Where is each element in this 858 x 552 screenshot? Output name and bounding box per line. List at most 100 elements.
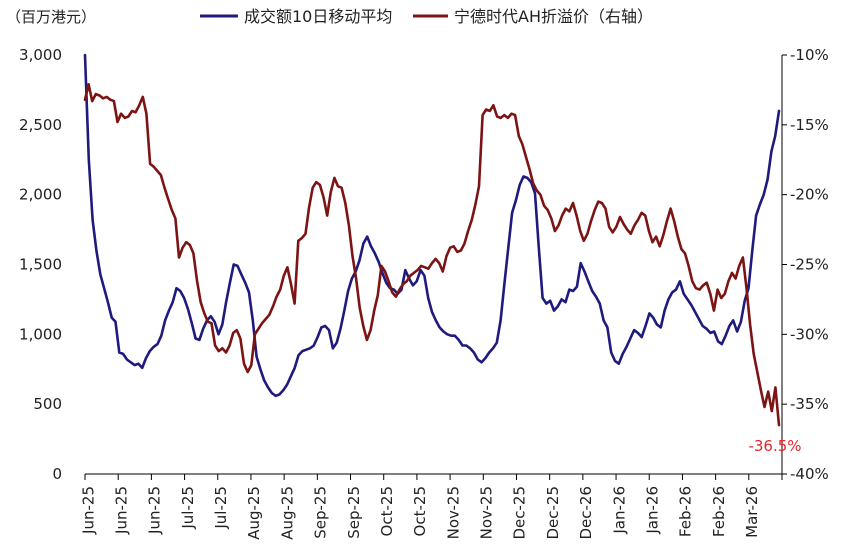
- premium-point: [98, 94, 101, 97]
- premium-point: [670, 208, 672, 210]
- turnover-point: [770, 150, 773, 152]
- turnover-point: [446, 333, 448, 335]
- turnover-point: [221, 324, 223, 326]
- turnover-point: [763, 194, 765, 196]
- premium-point: [279, 289, 281, 291]
- turnover-point: [114, 321, 117, 323]
- turnover-point: [267, 386, 269, 388]
- turnover-point: [297, 354, 300, 356]
- right-tick-label: -10%: [790, 46, 829, 64]
- premium-point: [366, 339, 368, 341]
- x-axis-ticks: Jun-25 Jun-25 Jun-25 Jul-25 Jul-25 Aug-25 Aug-…: [79, 474, 783, 540]
- turnover-point: [740, 321, 742, 323]
- premium-point: [391, 291, 393, 293]
- premium-point: [666, 220, 668, 222]
- premium-point: [315, 181, 317, 183]
- legend-label-premium: 宁德时代AH折溢价（右轴）: [454, 7, 653, 26]
- turnover-point: [679, 280, 681, 282]
- premium-point: [608, 226, 610, 228]
- premium-point: [774, 386, 777, 388]
- x-tick-label: Sep-25: [345, 486, 363, 539]
- premium-point: [463, 242, 466, 245]
- right-tick-label: -25%: [790, 256, 829, 274]
- premium-point: [561, 215, 563, 217]
- turnover-point: [698, 318, 700, 320]
- premium-point: [380, 265, 382, 267]
- turnover-point: [515, 199, 517, 201]
- turnover-point: [751, 249, 753, 252]
- premium-point: [229, 344, 231, 347]
- premium-point: [210, 322, 213, 324]
- turnover-point: [614, 360, 616, 362]
- premium-point: [145, 113, 147, 115]
- right-tick-label: -20%: [790, 186, 829, 204]
- premium-point: [84, 99, 86, 101]
- x-tick-label: Jul-25: [179, 486, 197, 530]
- premium-point: [514, 114, 516, 116]
- premium-point: [416, 269, 419, 271]
- turnover-point: [160, 335, 162, 337]
- premium-point: [735, 277, 737, 280]
- turnover-point: [481, 361, 483, 363]
- turnover-point: [500, 319, 502, 321]
- turnover-point: [252, 319, 254, 321]
- turnover-point: [286, 384, 288, 386]
- turnover-point: [393, 289, 395, 291]
- turnover-point: [747, 287, 750, 289]
- turnover-point: [366, 236, 368, 238]
- turnover-point: [95, 249, 97, 252]
- turnover-point: [591, 290, 593, 292]
- premium-point: [753, 353, 755, 355]
- turnover-point: [195, 337, 197, 340]
- premium-point: [351, 255, 354, 257]
- premium-point: [655, 236, 657, 238]
- premium-point: [171, 209, 173, 211]
- x-tick-label: Jun-25: [112, 486, 130, 535]
- premium-point: [174, 217, 176, 219]
- turnover-point: [313, 344, 315, 347]
- premium-point: [261, 322, 263, 324]
- premium-point: [370, 329, 372, 331]
- premium-point: [409, 275, 411, 277]
- left-tick-label: 2,000: [19, 186, 62, 204]
- premium-point: [619, 216, 621, 218]
- turnover-point: [507, 247, 509, 249]
- turnover-point: [641, 336, 643, 338]
- turnover-point: [99, 273, 101, 275]
- legend: 成交额10日移动平均 宁德时代AH折溢价（右轴）: [200, 7, 653, 26]
- premium-point: [565, 208, 567, 210]
- premium-point: [218, 350, 220, 352]
- turnover-point: [580, 262, 582, 264]
- turnover-point: [339, 328, 342, 330]
- premium-point: [185, 241, 187, 243]
- turnover-point: [427, 297, 429, 299]
- turnover-point: [168, 310, 170, 312]
- premium-point: [742, 256, 744, 259]
- x-tick-label: Jan-26: [643, 486, 661, 535]
- right-tick-label: -30%: [790, 325, 829, 343]
- turnover-point: [461, 344, 464, 347]
- turnover-point: [686, 298, 689, 300]
- premium-point: [424, 266, 426, 268]
- turnover-point: [198, 339, 200, 341]
- premium-point: [196, 280, 198, 282]
- turnover-point: [374, 252, 376, 254]
- premium-point: [395, 296, 397, 298]
- premium-point: [633, 224, 636, 226]
- premium-point: [348, 224, 350, 226]
- turnover-point: [244, 282, 246, 284]
- premium-point: [460, 249, 462, 252]
- turnover-point: [721, 343, 723, 345]
- turnover-point: [320, 326, 322, 328]
- turnover-point: [774, 135, 776, 137]
- turnover-point: [572, 290, 574, 292]
- turnover-point: [301, 350, 303, 352]
- premium-point: [756, 371, 758, 373]
- left-tick-label: 500: [33, 395, 62, 413]
- premium-point: [615, 226, 617, 228]
- turnover-point: [137, 363, 139, 365]
- turnover-point: [294, 367, 296, 369]
- premium-point: [221, 347, 223, 349]
- turnover-point: [644, 325, 647, 327]
- turnover-point: [202, 328, 204, 330]
